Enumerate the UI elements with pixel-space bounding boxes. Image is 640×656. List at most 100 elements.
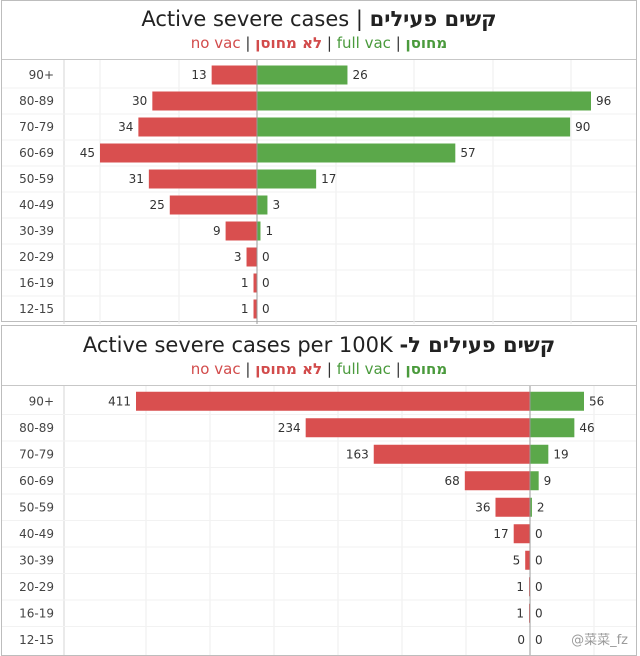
category-label: 80-89 (19, 421, 54, 435)
chart-panel-per-100k: Active severe cases per 100K קשים פעילים… (1, 325, 637, 656)
data-label-full-vac: 90 (575, 120, 590, 134)
data-label-no-vac: 1 (241, 302, 249, 316)
chart-panel-totals: Active severe cases | קשים פעילים no vac… (1, 0, 637, 324)
data-label-no-vac: 45 (80, 146, 95, 160)
bar-no-vac (136, 391, 530, 411)
category-label: 50-59 (19, 500, 54, 514)
data-label-no-vac: 1 (241, 276, 249, 290)
data-label-no-vac: 25 (149, 198, 164, 212)
category-label: 30-39 (19, 553, 54, 567)
data-label-no-vac: 13 (191, 68, 206, 82)
data-label-no-vac: 9 (213, 224, 221, 238)
bar-no-vac (225, 221, 257, 241)
category-label: 16-19 (19, 606, 54, 620)
category-label: 20-29 (19, 250, 54, 264)
legend-no-vac-he: לא מחוסן (255, 360, 323, 378)
data-label-full-vac: 46 (579, 421, 594, 435)
data-label-full-vac: 57 (460, 146, 475, 160)
data-label-no-vac: 411 (108, 394, 131, 408)
bar-no-vac (373, 444, 530, 464)
chart-title: Active severe cases | קשים פעילים (2, 7, 636, 31)
data-label-full-vac: 0 (262, 276, 270, 290)
legend-separator: | (395, 34, 401, 52)
legend-no-vac-en: no vac (190, 34, 241, 52)
bar-full-vac (257, 91, 591, 111)
data-label-full-vac: 17 (321, 172, 336, 186)
legend-separator: | (395, 360, 401, 378)
category-label: 40-49 (19, 527, 54, 541)
bar-no-vac (525, 550, 530, 570)
data-label-full-vac: 26 (352, 68, 367, 82)
bar-no-vac (148, 169, 257, 189)
category-label: 20-29 (19, 580, 54, 594)
bar-no-vac (138, 117, 257, 137)
bar-full-vac (530, 391, 584, 411)
data-label-full-vac: 1 (265, 224, 273, 238)
data-label-full-vac: 0 (262, 302, 270, 316)
bar-no-vac (169, 195, 257, 215)
legend-full-vac-en: full vac (336, 34, 391, 52)
bar-no-vac (152, 91, 257, 111)
legend-no-vac-en: no vac (190, 360, 241, 378)
bar-full-vac (530, 444, 549, 464)
chart-legend: no vac | לא מחוסן | full vac | מחוסן (2, 34, 636, 52)
data-label-full-vac: 0 (535, 633, 543, 647)
data-label-no-vac: 3 (234, 250, 242, 264)
watermark-text: @菜菜_fz (571, 633, 628, 648)
bar-full-vac (257, 143, 456, 163)
category-label: 60-69 (19, 474, 54, 488)
bar-full-vac (257, 195, 268, 215)
bar-no-vac (495, 497, 530, 517)
bar-no-vac (211, 65, 257, 85)
title-english: Active severe cases (141, 7, 350, 31)
category-label: 90+ (29, 394, 54, 408)
legend-full-vac-he: מחוסן (405, 360, 448, 378)
legend-full-vac-he: מחוסן (405, 34, 448, 52)
title-english: Active severe cases per 100K (82, 333, 393, 357)
bar-full-vac (257, 65, 348, 85)
category-label: 30-39 (19, 224, 54, 238)
bar-no-vac (246, 247, 257, 267)
data-label-full-vac: 2 (537, 500, 545, 514)
data-label-no-vac: 5 (513, 553, 521, 567)
data-label-full-vac: 9 (544, 474, 552, 488)
bar-no-vac (513, 524, 530, 544)
bar-full-vac (530, 418, 575, 438)
data-label-no-vac: 30 (132, 94, 147, 108)
data-label-full-vac: 0 (535, 580, 543, 594)
data-label-full-vac: 3 (272, 198, 280, 212)
data-label-full-vac: 96 (596, 94, 611, 108)
category-label: 80-89 (19, 94, 54, 108)
data-label-no-vac: 31 (129, 172, 144, 186)
data-label-no-vac: 234 (278, 421, 301, 435)
category-label: 70-79 (19, 447, 54, 461)
title-hebrew: קשים פעילים ל- (399, 333, 556, 357)
bar-no-vac (253, 273, 257, 293)
legend-separator: | (245, 34, 251, 52)
data-label-full-vac: 0 (535, 527, 543, 541)
bar-no-vac (464, 471, 530, 491)
data-label-full-vac: 0 (535, 606, 543, 620)
legend-full-vac-en: full vac (336, 360, 391, 378)
data-label-no-vac: 1 (516, 580, 524, 594)
category-label: 16-19 (19, 276, 54, 290)
bar-full-vac (257, 117, 571, 137)
bar-no-vac (100, 143, 257, 163)
data-label-full-vac: 0 (262, 250, 270, 264)
data-label-no-vac: 17 (493, 527, 508, 541)
bar-full-vac (530, 497, 532, 517)
data-label-no-vac: 34 (118, 120, 133, 134)
data-label-no-vac: 163 (346, 447, 369, 461)
bar-no-vac (253, 299, 257, 319)
legend-separator: | (326, 34, 332, 52)
bar-full-vac (257, 221, 261, 241)
category-label: 12-15 (19, 633, 54, 647)
chart-legend: no vac | לא מחוסן | full vac | מחוסן (2, 360, 636, 378)
category-label: 70-79 (19, 120, 54, 134)
chart-title: Active severe cases per 100K קשים פעילים… (2, 333, 636, 357)
legend-separator: | (326, 360, 332, 378)
title-separator: | (355, 7, 363, 31)
category-label: 40-49 (19, 198, 54, 212)
bar-chart-per-100k: 90+ 411 56 80-89 234 46 70-79 163 19 60-69 68 9 50-5… (2, 386, 636, 655)
